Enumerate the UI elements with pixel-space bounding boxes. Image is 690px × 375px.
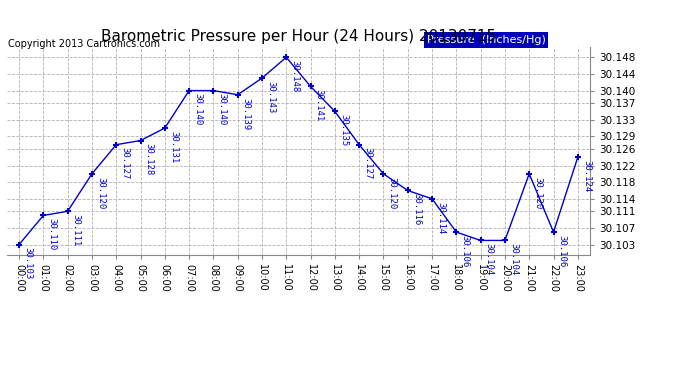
Text: 30.140: 30.140 (193, 93, 202, 126)
Text: 30.104: 30.104 (485, 243, 494, 276)
Text: 30.128: 30.128 (145, 143, 154, 176)
Text: 30.143: 30.143 (266, 81, 275, 113)
Text: 30.135: 30.135 (339, 114, 348, 146)
Text: 30.127: 30.127 (364, 147, 373, 180)
Text: 30.106: 30.106 (558, 235, 566, 267)
Text: 30.111: 30.111 (72, 214, 81, 246)
Text: 30.148: 30.148 (290, 60, 299, 92)
Text: 30.120: 30.120 (388, 177, 397, 209)
Text: 30.120: 30.120 (533, 177, 542, 209)
Text: Pressure  (Inches/Hg): Pressure (Inches/Hg) (426, 35, 546, 45)
Text: 30.116: 30.116 (412, 193, 421, 225)
Title: Barometric Pressure per Hour (24 Hours) 20130715: Barometric Pressure per Hour (24 Hours) … (101, 29, 496, 44)
Text: 30.124: 30.124 (582, 160, 591, 192)
Text: 30.104: 30.104 (509, 243, 518, 276)
Text: 30.106: 30.106 (460, 235, 469, 267)
Text: 30.139: 30.139 (242, 98, 251, 130)
Text: 30.140: 30.140 (217, 93, 226, 126)
Text: 30.110: 30.110 (48, 218, 57, 250)
Text: 30.114: 30.114 (436, 202, 445, 234)
Text: 30.127: 30.127 (120, 147, 130, 180)
Text: Copyright 2013 Cartronics.com: Copyright 2013 Cartronics.com (8, 39, 160, 50)
Text: 30.120: 30.120 (96, 177, 105, 209)
Text: 30.131: 30.131 (169, 131, 178, 163)
Text: 30.103: 30.103 (23, 248, 32, 280)
Text: 30.141: 30.141 (315, 89, 324, 122)
